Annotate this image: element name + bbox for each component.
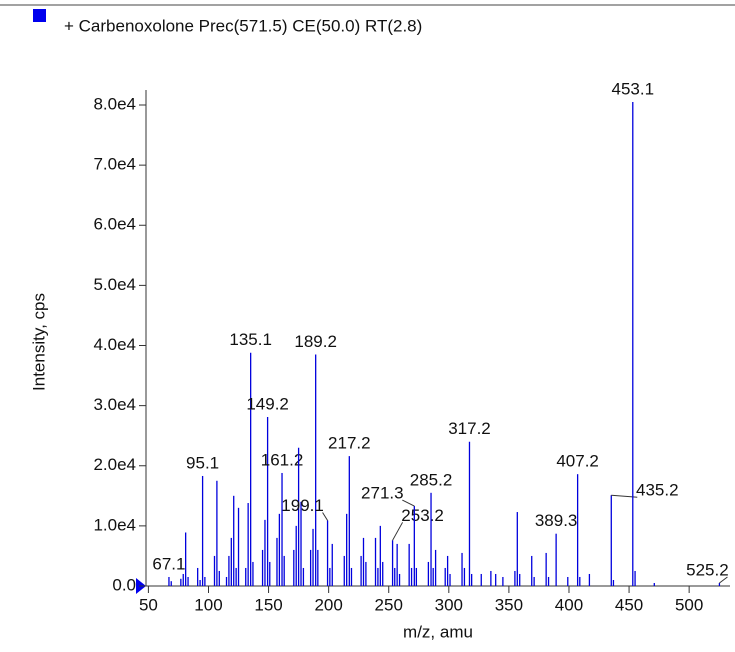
peak-label: 389.3	[535, 511, 578, 530]
y-tick-label: 5.0e4	[93, 275, 136, 294]
y-axis-label: Intensity, cps	[29, 293, 48, 391]
peak-label: 199.1	[281, 496, 324, 515]
leader-line	[322, 512, 328, 521]
peak-label: 435.2	[636, 481, 679, 500]
peak-label: 149.2	[246, 395, 289, 414]
x-tick-label: 250	[375, 595, 403, 614]
x-tick-label: 200	[314, 595, 342, 614]
peak-label: 407.2	[556, 452, 599, 471]
peak-label: 253.2	[401, 506, 444, 525]
y-tick-label: 8.0e4	[93, 94, 136, 113]
y-tick-label: 4.0e4	[93, 335, 136, 354]
x-tick-label: 50	[139, 595, 158, 614]
x-tick-label: 150	[254, 595, 282, 614]
y-tick-label: 6.0e4	[93, 215, 136, 234]
x-tick-label: 100	[194, 595, 222, 614]
leader-line	[719, 576, 728, 584]
x-axis-label: m/z, amu	[403, 622, 473, 641]
x-tick-label: 300	[435, 595, 463, 614]
legend-swatch	[33, 9, 46, 22]
peak-label: 453.1	[612, 79, 655, 98]
peak-label: 95.1	[186, 453, 219, 472]
x-tick-label: 450	[615, 595, 643, 614]
x-tick-label: 400	[555, 595, 583, 614]
x-tick-label: 500	[675, 595, 703, 614]
peak-label: 135.1	[229, 330, 272, 349]
peak-label: 317.2	[448, 419, 491, 438]
leader-line	[392, 522, 404, 541]
legend-title: + Carbenoxolone Prec(571.5) CE(50.0) RT(…	[64, 16, 422, 35]
y-tick-label: 0.0	[112, 575, 136, 594]
peak-label: 525.2	[686, 560, 729, 579]
y-tick-label: 1.0e4	[93, 515, 136, 534]
y-tick-label: 3.0e4	[93, 395, 136, 414]
peak-label: 285.2	[410, 470, 453, 489]
peak-label: 161.2	[261, 450, 304, 469]
y-tick-label: 7.0e4	[93, 155, 136, 174]
leader-line	[402, 499, 415, 507]
peak-label: 271.3	[361, 484, 404, 503]
y-tick-label: 2.0e4	[93, 455, 136, 474]
peak-label: 67.1	[152, 554, 185, 573]
peak-label: 217.2	[328, 434, 371, 453]
peak-label: 189.2	[294, 332, 337, 351]
x-tick-label: 350	[495, 595, 523, 614]
